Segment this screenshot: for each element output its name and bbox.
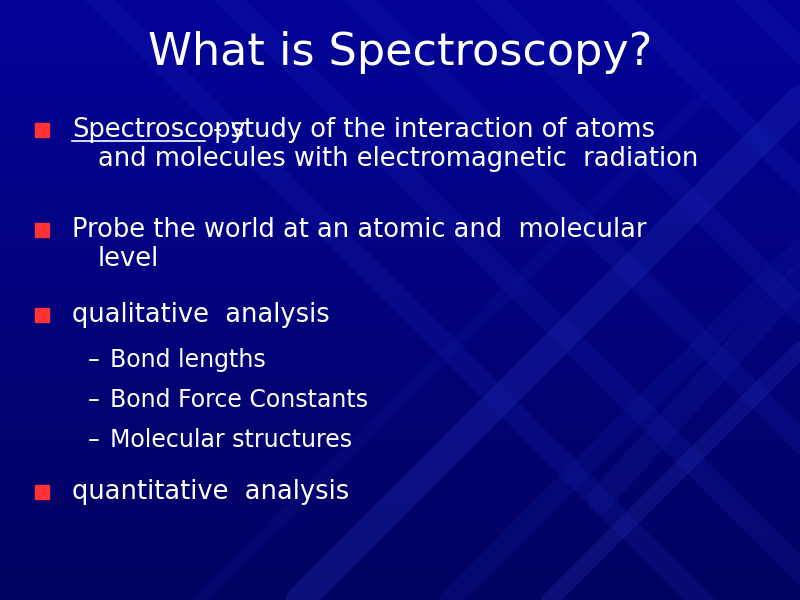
Text: qualitative  analysis: qualitative analysis xyxy=(72,302,330,328)
Text: Bond Force Constants: Bond Force Constants xyxy=(110,388,368,412)
Text: –: – xyxy=(88,428,100,452)
Text: Spectroscopy: Spectroscopy xyxy=(72,117,246,143)
Bar xyxy=(35,123,49,137)
Text: What is Spectroscopy?: What is Spectroscopy? xyxy=(148,31,652,73)
Text: Probe the world at an atomic and  molecular: Probe the world at an atomic and molecul… xyxy=(72,217,646,243)
Text: Bond lengths: Bond lengths xyxy=(110,348,266,372)
Bar xyxy=(35,223,49,237)
Text: level: level xyxy=(98,245,159,272)
Text: and molecules with electromagnetic  radiation: and molecules with electromagnetic radia… xyxy=(98,146,698,172)
Bar xyxy=(35,485,49,499)
Text: - study of the interaction of atoms: - study of the interaction of atoms xyxy=(205,117,655,143)
Text: Molecular structures: Molecular structures xyxy=(110,428,352,452)
Text: –: – xyxy=(88,388,100,412)
Text: quantitative  analysis: quantitative analysis xyxy=(72,479,350,505)
Text: –: – xyxy=(88,348,100,372)
Bar xyxy=(35,308,49,322)
